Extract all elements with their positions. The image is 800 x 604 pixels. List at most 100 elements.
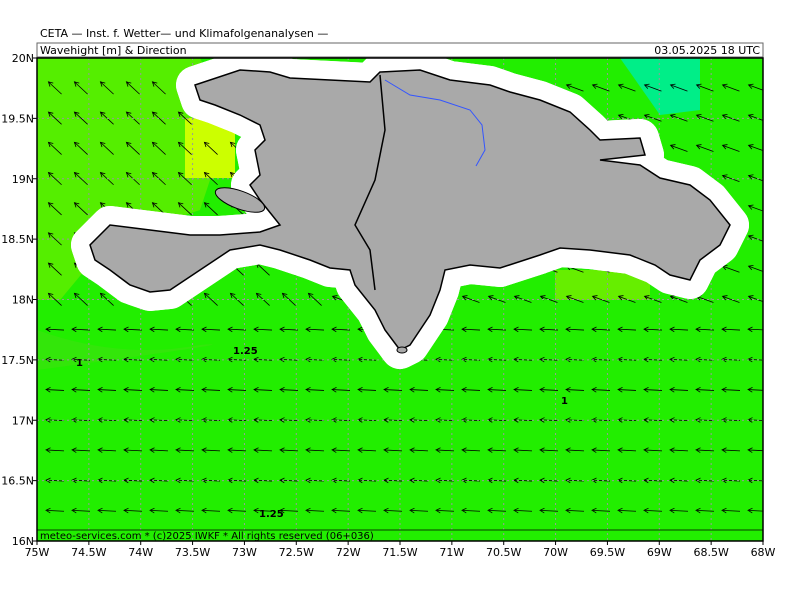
wave-arrow [253,326,273,333]
wave-arrow [305,326,325,333]
wave-arrow [73,111,88,125]
wave-arrow [123,387,143,393]
wave-arrow [203,171,218,186]
y-tick-label: 18.5N [1,233,34,246]
wave-arrow [513,326,533,333]
wave-arrow [71,447,91,453]
valid-time: 03.05.2025 18 UTC [654,44,760,57]
wave-arrow [695,477,715,484]
wave-arrow [177,202,192,216]
wave-arrow [539,326,559,333]
wave-arrow [721,356,741,363]
wave-arrow [487,387,507,393]
wave-arrow [149,387,169,393]
institute: CETA — Inst. f. Wetter— und Klimafolgena… [40,27,328,40]
wave-arrow [461,326,481,333]
x-tick-label: 70W [543,546,568,559]
wave-arrow [279,326,299,333]
plot-area: meteo-services.com * (c)2025 IWKF * All … [37,58,763,542]
wave-arrow [617,83,636,92]
wave-arrow [45,356,65,363]
wave-arrow [617,326,637,333]
beata-island [396,346,408,354]
wave-arrow [539,447,559,453]
wave-arrow [383,447,403,453]
wave-arrow [383,507,403,514]
contour-label: 1 [76,358,83,369]
wave-arrow [513,507,533,514]
wave-arrow [149,507,169,514]
wave-arrow [409,507,429,514]
x-tick-label: 68W [751,546,776,559]
wave-arrow [71,387,91,393]
wave-arrow [409,447,429,453]
wave-arrow [669,326,689,333]
contour-label: 1 [561,396,568,407]
wave-arrow [227,447,247,453]
x-tick-label: 69W [647,546,672,559]
wave-arrow [305,447,325,453]
wave-arrow [409,387,429,393]
wave-arrow [123,447,143,453]
x-tick-label: 68.5W [693,546,728,559]
wave-arrow [177,171,192,186]
wave-arrow [47,262,62,276]
wave-arrow [73,141,88,155]
wave-field-mid [555,270,650,300]
wave-arrow [203,202,218,216]
wave-arrow [97,387,117,393]
wave-arrow [643,507,663,514]
wave-arrow [565,295,584,303]
wave-arrow [539,507,559,514]
wave-arrow [73,292,88,306]
wave-arrow [695,387,715,393]
wave-arrow [305,417,325,423]
wave-arrow [565,507,585,514]
wave-arrow [149,447,169,453]
wave-arrow [45,447,65,453]
wave-arrow [279,387,299,393]
credit: meteo-services.com * (c)2025 IWKF * All … [40,531,374,542]
wave-arrow [45,387,65,393]
wave-field-cyan [620,58,700,115]
wave-arrow [721,174,740,183]
wave-arrow [461,356,481,363]
y-tick-label: 18N [12,294,34,307]
map-title: Wavehight [m] & Direction [40,44,187,57]
wave-arrow [279,507,299,514]
wave-arrow [97,507,117,514]
wave-arrow [695,83,714,92]
y-tick-label: 20N [12,52,34,65]
y-tick-label: 16N [12,535,34,548]
title-box [36,42,764,58]
wave-arrow [357,447,377,453]
wave-arrow [123,326,143,333]
wave-arrow [175,507,195,514]
wave-arrow [669,144,688,152]
wave-arrow [357,507,377,514]
wave-arrow [617,507,637,514]
gonave-island [214,187,266,213]
wave-arrow [151,81,166,95]
wave-arrow [461,295,480,303]
wave-arrow [175,356,195,363]
wave-arrow [305,387,325,393]
axes: 75W 74.5W 74W 73.5W 73W 72.5W 72W 71.5W 71W 70.5W… [1,52,775,559]
contour-label: 1.25 [233,346,258,357]
wave-arrow [591,83,610,92]
wave-arrow [45,417,65,423]
wave-arrow [305,356,325,363]
hispaniola [89,69,731,351]
wave-arrow [721,447,741,453]
wave-arrow [331,356,351,363]
x-tick-label: 69.5W [590,546,625,559]
x-tick-label: 73W [232,546,257,559]
wave-arrow [461,507,481,514]
wave-arrow [487,326,507,333]
wave-arrow [721,387,741,393]
wave-arrow [513,447,533,453]
wave-arrow [695,144,714,152]
wave-arrow [71,326,91,333]
wave-arrow [227,387,247,393]
wave-arrow [461,447,481,453]
